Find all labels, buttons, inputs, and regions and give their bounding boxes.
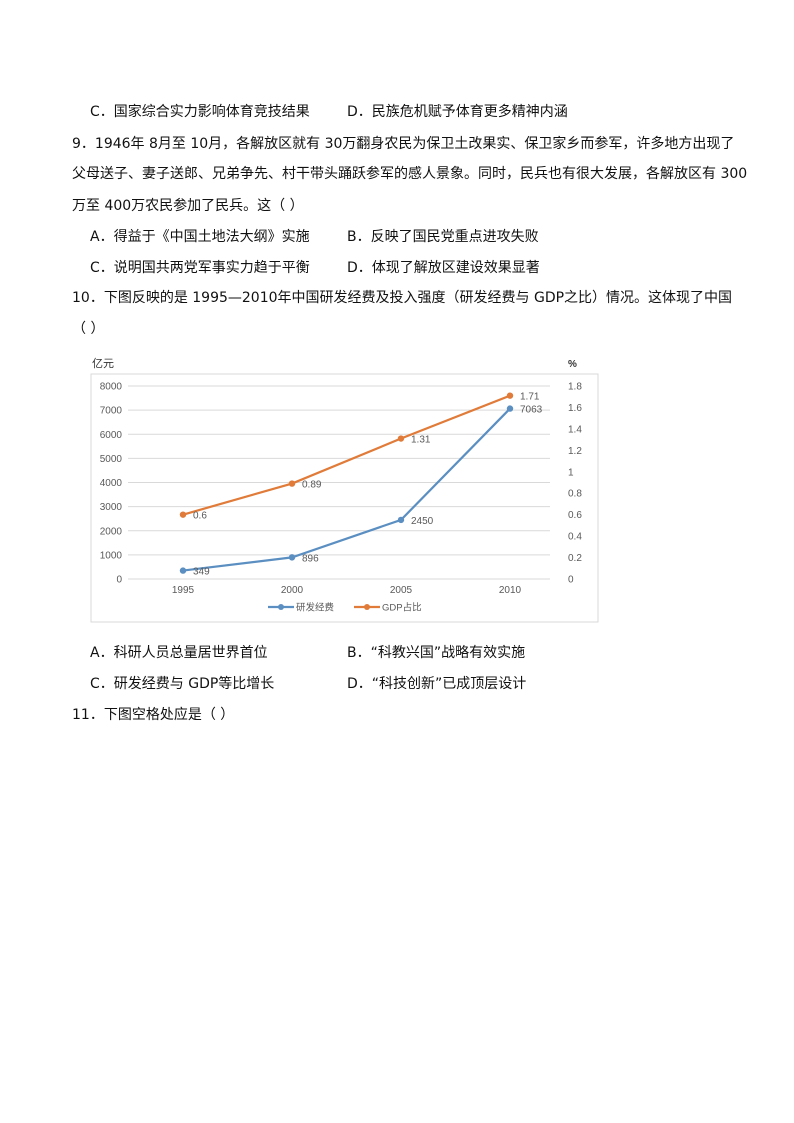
y-left-tick-label: 1000 — [100, 550, 123, 561]
y-left-axis-label: 亿元 — [92, 357, 114, 370]
data-point — [506, 392, 514, 399]
y-left-tick-label: 8000 — [100, 382, 123, 393]
y-right-tick-label: 0.8 — [568, 489, 582, 500]
y-right-tick-label: 0.2 — [568, 553, 582, 564]
y-right-tick-label: 1.6 — [568, 403, 582, 414]
y-left-tick-label: 5000 — [100, 454, 123, 465]
y-left-tick-label: 2000 — [100, 526, 123, 537]
data-point — [506, 405, 514, 412]
x-tick-label: 2005 — [390, 585, 413, 596]
q9-option-a: A．得益于《中国土地法大纲》实施 — [90, 229, 310, 245]
q9-stem-line-3: 万至 400万农民参加了民兵。这（ ） — [72, 198, 304, 214]
q9-stem-line-1: 9．1946年 8月至 10月，各解放区就有 30万翻身农民为保卫土改果实、保卫… — [72, 136, 735, 152]
q10-stem-line-1: 10．下图反映的是 1995—2010年中国研发经费及投入强度（研发经费与 GD… — [72, 290, 733, 306]
q10-option-b: B．“科教兴国”战略有效实施 — [347, 645, 526, 661]
q11-stem: 11．下图空格处应是（ ） — [72, 707, 235, 723]
line-chart: 亿元 % 0 1000 2000 3000 4000 5000 6000 7000 8000 0 0.2… — [90, 357, 599, 623]
q10-option-a: A．科研人员总量居世界首位 — [90, 645, 268, 661]
data-point — [288, 554, 296, 561]
y-right-axis-label: % — [568, 359, 577, 370]
data-label: 1.71 — [520, 392, 540, 403]
series-line-2 — [182, 394, 511, 516]
y-left-tick-label: 0 — [116, 575, 122, 586]
q10-option-c: C．研发经费与 GDP等比增长 — [90, 676, 275, 692]
y-left-tick-label: 4000 — [100, 478, 123, 489]
data-label: 7063 — [520, 405, 543, 416]
legend-label: GDP占比 — [382, 602, 422, 614]
q8-option-c: C．国家综合实力影响体育竞技结果 — [90, 104, 310, 120]
q9-stem-line-2: 父母送子、妻子送郎、兄弟争先、村干带头踊跃参军的感人景象。同时，民兵也有很大发展… — [72, 166, 748, 182]
data-label: 896 — [302, 553, 319, 564]
data-label: 1.31 — [411, 435, 431, 446]
data-point — [179, 511, 187, 518]
q9-option-d: D．体现了解放区建设效果显著 — [347, 260, 540, 276]
data-label: 349 — [193, 567, 210, 578]
y-right-tick-label: 1.8 — [568, 382, 582, 393]
y-right-tick-label: 0.4 — [568, 532, 582, 543]
q10-option-d: D．“科技创新”已成顶层设计 — [347, 676, 527, 692]
x-tick-label: 1995 — [172, 585, 195, 596]
y-right-tick-label: 0 — [568, 575, 574, 586]
q9-option-b: B．反映了国民党重点进攻失败 — [347, 229, 539, 245]
y-right-tick-label: 1.4 — [568, 424, 582, 435]
series-line-1 — [182, 407, 511, 572]
legend-marker — [278, 604, 284, 610]
data-point — [397, 435, 405, 442]
y-right-tick-label: 0.6 — [568, 510, 582, 521]
data-label: 0.89 — [302, 480, 322, 491]
y-left-tick-label: 3000 — [100, 502, 123, 513]
x-tick-label: 2010 — [499, 585, 522, 596]
data-label: 0.6 — [193, 511, 207, 522]
q10-stem-line-2: （ ） — [72, 321, 105, 337]
y-left-tick-label: 6000 — [100, 430, 123, 441]
y-left-tick-label: 7000 — [100, 406, 123, 417]
data-label: 2450 — [411, 516, 434, 527]
q8-option-d: D．民族危机赋予体育更多精神内涵 — [347, 104, 568, 120]
data-point — [179, 567, 187, 574]
legend-label: 研发经费 — [296, 602, 334, 614]
x-tick-label: 2000 — [281, 585, 304, 596]
q9-option-c: C．说明国共两党军事实力趋于平衡 — [90, 260, 310, 276]
data-point — [288, 480, 296, 487]
y-right-tick-label: 1.2 — [568, 446, 582, 457]
y-right-tick-label: 1 — [568, 467, 574, 478]
data-point — [397, 516, 405, 524]
legend-marker — [364, 604, 370, 610]
chart-frame — [90, 373, 599, 623]
